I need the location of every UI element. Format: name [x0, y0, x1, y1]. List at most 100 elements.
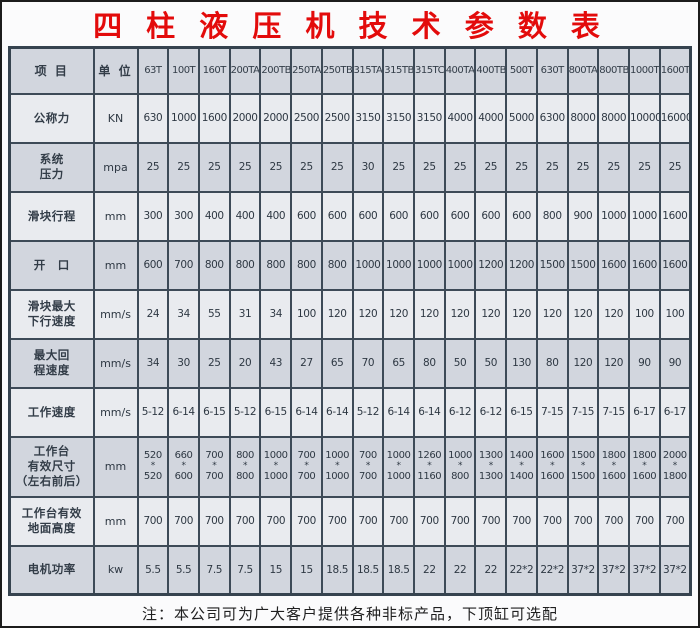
value-cell: 25 [320, 141, 354, 193]
value-cell: 18.5 [351, 544, 385, 596]
value-cell: 600 [351, 190, 385, 242]
value-cell: 520 * 520 [136, 435, 170, 498]
table-row: 滑块行程 mm 300 300 400 400 400 600 600 600 600 600 600 6… [8, 190, 692, 242]
value-cell: 6-12 [443, 386, 477, 438]
value-cell: 6-15 [505, 386, 538, 438]
value-cell: 80 [535, 337, 569, 389]
value-cell: 700 [167, 239, 200, 291]
value-cell: 22*2 [505, 544, 538, 596]
value-cell: 25 [197, 141, 231, 193]
value-cell: 1400 * 1400 [505, 435, 538, 498]
value-cell: 800 [197, 239, 231, 291]
value-cell: 800 * 800 [228, 435, 262, 498]
value-cell: 700 [443, 495, 477, 547]
value-cell: 18.5 [320, 544, 354, 596]
row-unit-cell: mm [92, 495, 139, 547]
table-row: 最大回 程速度 mm/s 34 30 25 20 43 27 65 70 65 80 50 50 130 80 1… [8, 337, 692, 389]
value-cell: 90 [658, 337, 692, 389]
value-cell: 100 [628, 288, 661, 340]
value-cell: 22 [412, 544, 446, 596]
value-cell: 1600 [597, 239, 630, 291]
value-cell: 6-15 [259, 386, 293, 438]
table-row: 公称力 KN 630 1000 1600 2000 2000 2500 2500 3150 3150… [8, 92, 692, 144]
value-cell: 700 [628, 495, 661, 547]
row-label: 电机功率 [8, 544, 95, 596]
value-cell: 50 [443, 337, 477, 389]
value-cell: 25 [597, 141, 630, 193]
value-cell: 25 [412, 141, 446, 193]
row-label: 最大回 程速度 [8, 337, 95, 389]
header-model-cell: 1600T [658, 46, 692, 95]
page-title: 四 柱 液 压 机 技 术 参 数 表 [93, 9, 607, 43]
table-row: 工作速度 mm/s 5-12 6-14 6-15 5-12 6-15 6-14 6-14 5-12… [8, 386, 692, 438]
value-cell: 16000 [658, 92, 692, 144]
header-row: 项 目单 位 63T 100T 160T 200TA 200TB 250TA 250TB 315… [8, 46, 692, 95]
value-cell: 700 * 700 [351, 435, 385, 498]
asterisk-separator: * [181, 461, 187, 472]
value-cell: 2500 [320, 92, 354, 144]
value-cell: 100 [658, 288, 692, 340]
value-cell: 700 [228, 495, 262, 547]
row-unit-cell: mpa [92, 141, 139, 193]
value-cell: 6-14 [290, 386, 323, 438]
value-cell: 25 [474, 141, 508, 193]
value-cell: 600 [136, 239, 170, 291]
table-row: 滑块最大 下行速度 mm/s 24 34 55 31 34 100 120 120 120 120 120… [8, 288, 692, 340]
value-cell: 800 [259, 239, 293, 291]
value-cell: 5.5 [167, 544, 200, 596]
value-cell: 300 [136, 190, 170, 242]
header-model-cell: 250TA [290, 46, 323, 95]
value-cell: 100 [290, 288, 323, 340]
value-cell: 5-12 [228, 386, 262, 438]
value-cell: 31 [228, 288, 262, 340]
value-cell: 300 [167, 190, 200, 242]
value-cell: 4000 [443, 92, 477, 144]
header-model-cell: 315TA [351, 46, 385, 95]
row-unit-cell: KN [92, 92, 139, 144]
value-cell: 400 [259, 190, 293, 242]
value-cell: 700 [259, 495, 293, 547]
value-cell: 30 [167, 337, 200, 389]
value-cell: 3150 [382, 92, 415, 144]
header-model-cell: 630T [535, 46, 569, 95]
header-model-cell: 200TB [259, 46, 293, 95]
asterisk-separator: * [396, 461, 402, 472]
value-cell: 25 [197, 337, 231, 389]
value-cell: 7-15 [566, 386, 600, 438]
asterisk-separator: * [672, 461, 678, 472]
value-cell: 34 [167, 288, 200, 340]
value-cell: 700 [505, 495, 538, 547]
value-cell: 6-14 [320, 386, 354, 438]
value-cell: 600 [382, 190, 415, 242]
value-cell: 34 [136, 337, 170, 389]
value-cell: 25 [228, 141, 262, 193]
value-cell: 6-12 [474, 386, 508, 438]
table-row: 开 口 mm 600 700 800 800 800 800 800 1000 1000 1000 10… [8, 239, 692, 291]
header-model-cell: 315TC [412, 46, 446, 95]
value-cell: 15 [290, 544, 323, 596]
value-cell: 7-15 [597, 386, 630, 438]
header-model-cell: 400TB [474, 46, 508, 95]
row-label: 系统 压力 [8, 141, 95, 193]
asterisk-separator: * [150, 461, 156, 472]
value-cell: 800 [320, 239, 354, 291]
value-cell: 5.5 [136, 544, 170, 596]
value-cell: 22 [474, 544, 508, 596]
header-model-cell: 500T [505, 46, 538, 95]
header-model-cell: 63T [136, 46, 170, 95]
value-cell: 130 [505, 337, 538, 389]
header-model-cell: 800TA [566, 46, 600, 95]
value-cell: 600 [474, 190, 508, 242]
value-cell: 700 [382, 495, 415, 547]
value-cell: 120 [443, 288, 477, 340]
value-cell: 37*2 [566, 544, 600, 596]
value-cell: 700 [535, 495, 569, 547]
value-cell: 900 [566, 190, 600, 242]
value-cell: 1000 [382, 239, 415, 291]
value-cell: 6-17 [658, 386, 692, 438]
value-cell: 6-14 [382, 386, 415, 438]
value-cell: 2000 [228, 92, 262, 144]
row-label: 工作台有效 地面高度 [8, 495, 95, 547]
value-cell: 1000 * 1000 [320, 435, 354, 498]
value-cell: 5-12 [351, 386, 385, 438]
